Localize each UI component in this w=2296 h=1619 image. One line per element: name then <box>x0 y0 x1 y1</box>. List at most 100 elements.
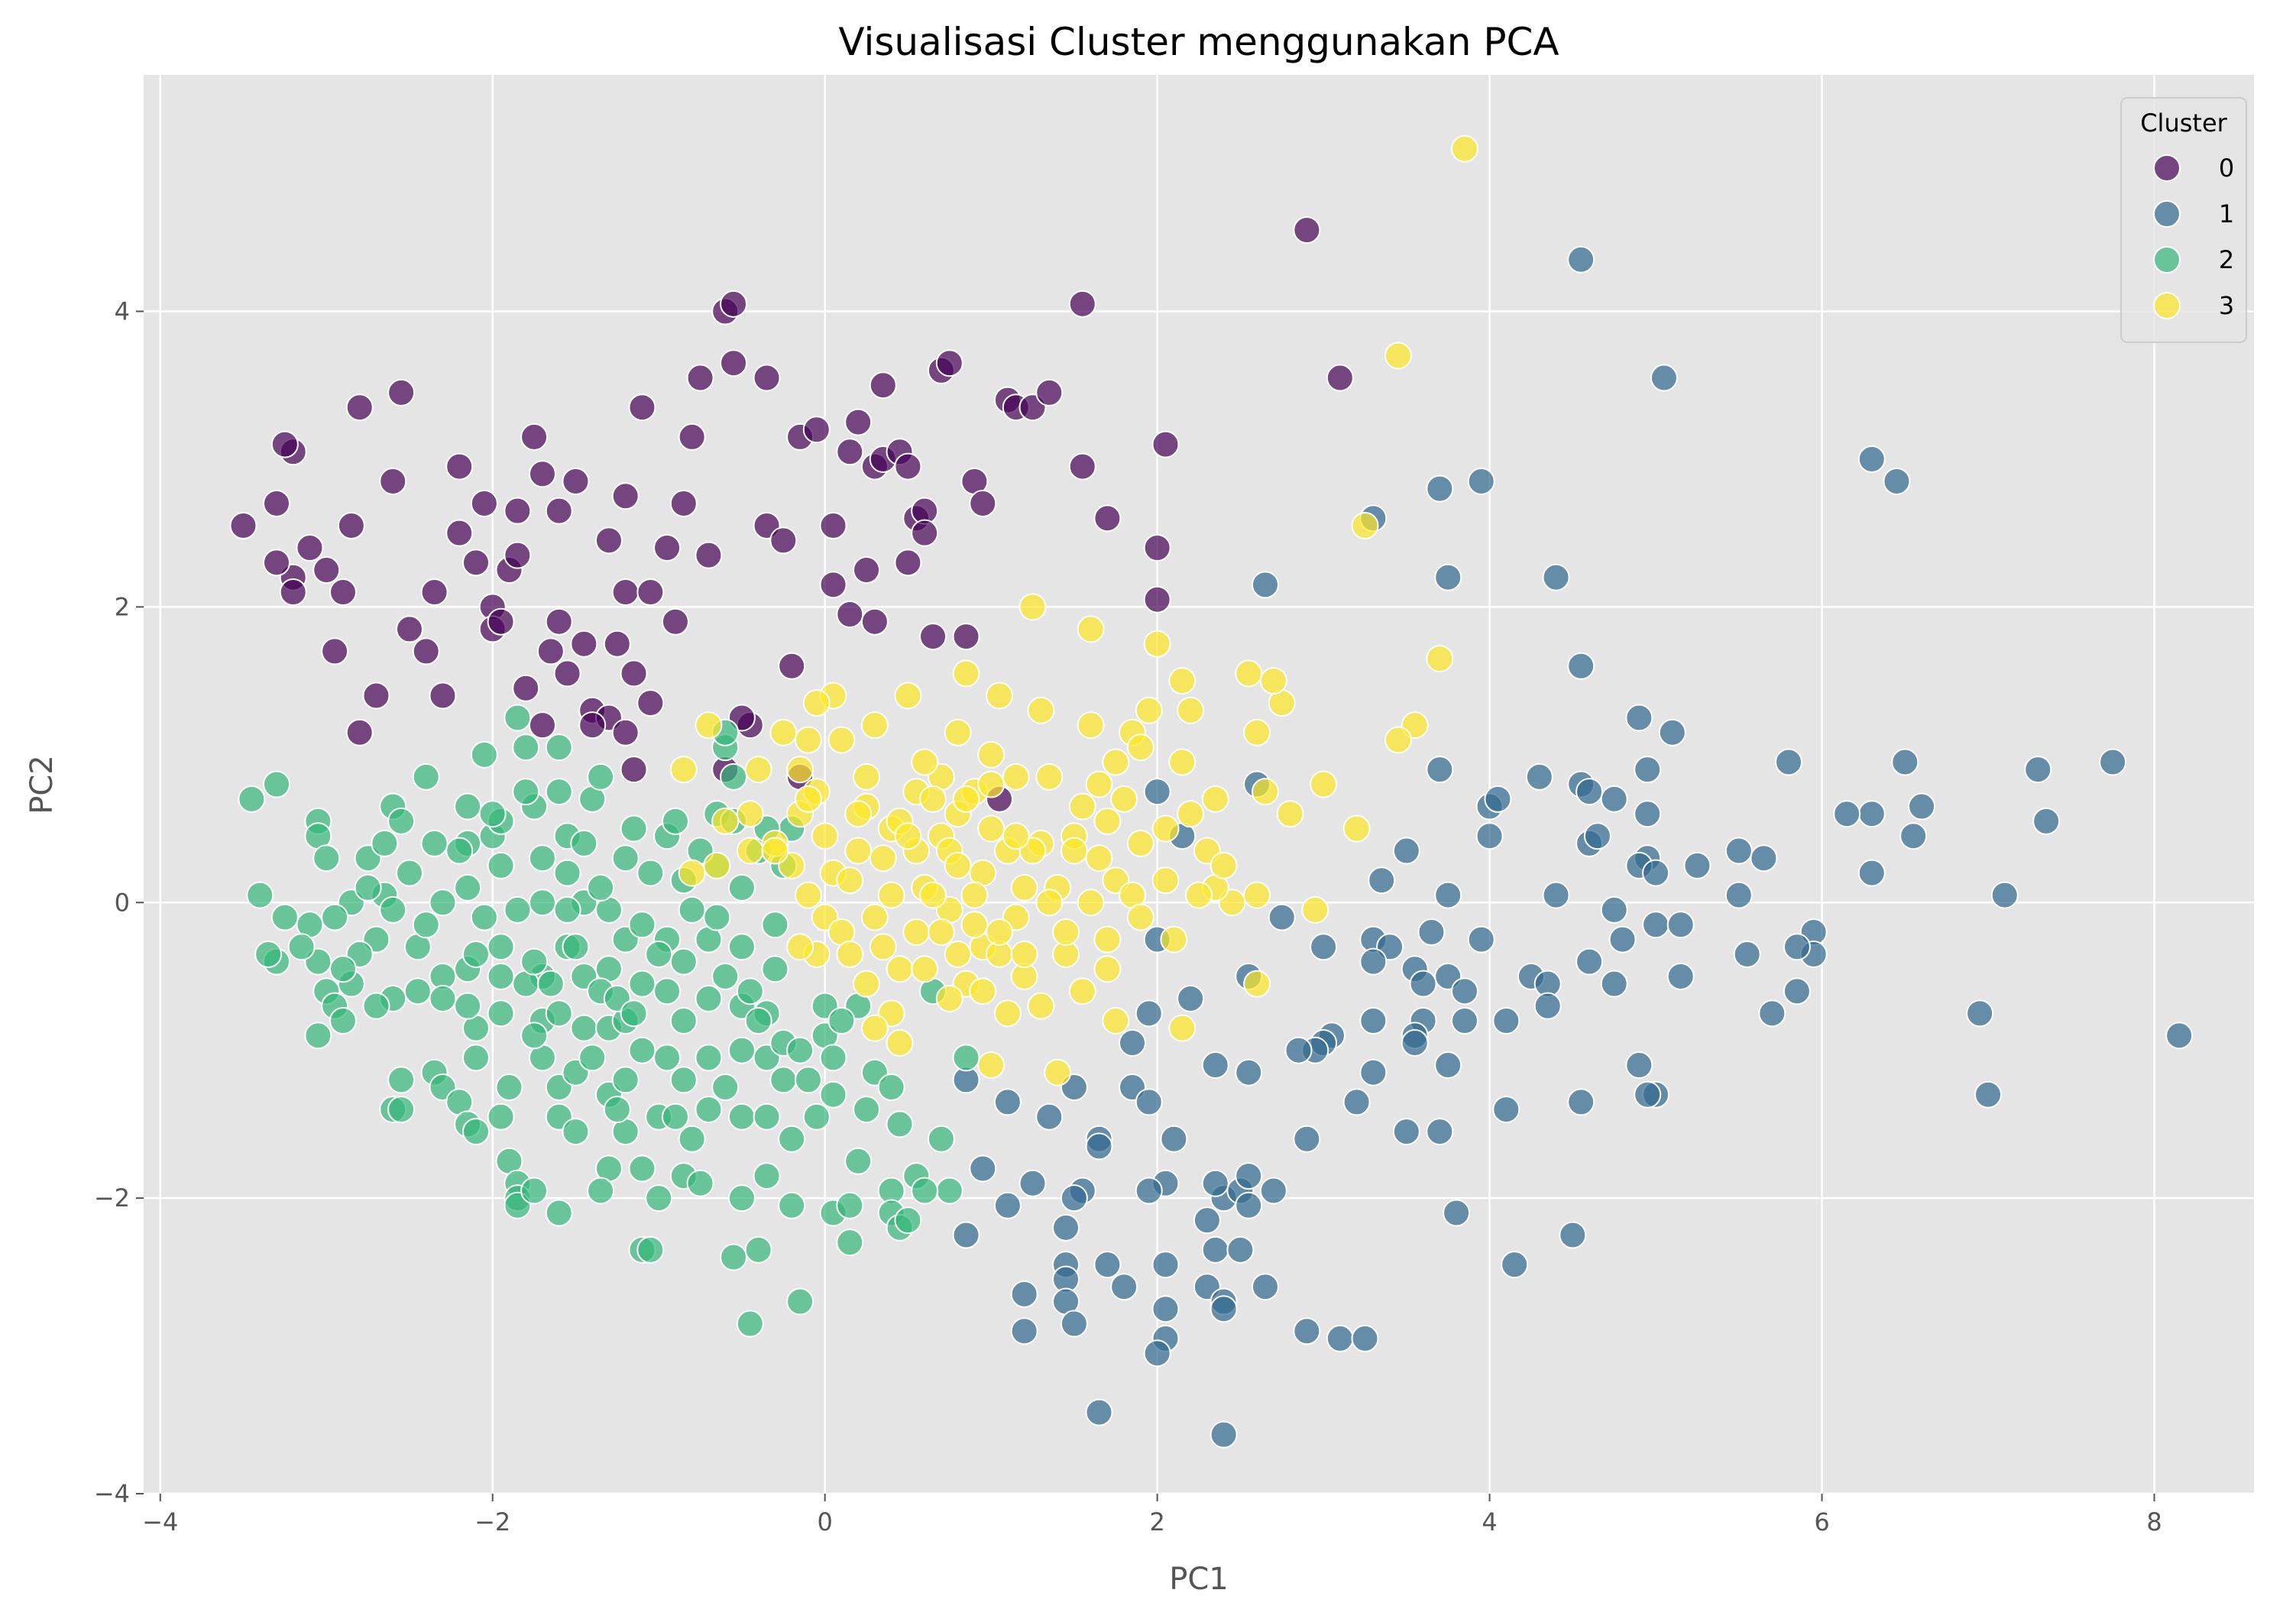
legend-marker-3 <box>2153 292 2181 319</box>
point-cluster-1-39 <box>1750 844 1778 873</box>
point-cluster-0-12 <box>345 393 374 422</box>
point-cluster-0-60 <box>802 416 831 444</box>
point-cluster-3-69 <box>1085 844 1113 873</box>
legend-label-2: 2 <box>2219 245 2234 274</box>
point-cluster-3-101 <box>1035 889 1064 917</box>
point-cluster-3-123 <box>844 837 873 865</box>
point-cluster-3-5 <box>1384 726 1412 754</box>
point-cluster-3-17 <box>1135 696 1163 724</box>
point-cluster-1-63 <box>1533 992 1562 1020</box>
point-cluster-3-26 <box>944 718 972 746</box>
point-cluster-2-12 <box>304 1022 332 1050</box>
point-cluster-1-77 <box>1625 1051 1653 1080</box>
point-cluster-3-82 <box>993 999 1022 1028</box>
point-cluster-0-38 <box>611 718 640 746</box>
point-cluster-3-64 <box>1010 873 1038 902</box>
point-cluster-0-46 <box>636 578 665 607</box>
point-cluster-2-189 <box>562 933 590 961</box>
point-cluster-0-45 <box>628 393 656 422</box>
point-cluster-3-41 <box>678 859 706 887</box>
point-cluster-1-124 <box>1151 1251 1180 1279</box>
point-cluster-2-181 <box>445 837 474 865</box>
point-cluster-1-66 <box>1666 962 1695 990</box>
point-cluster-1-60 <box>1450 977 1478 1005</box>
point-cluster-0-16 <box>362 682 390 710</box>
point-cluster-3-124 <box>836 866 864 895</box>
point-cluster-2-62 <box>512 778 540 806</box>
point-cluster-3-105 <box>1126 903 1154 931</box>
point-cluster-3-3 <box>1426 645 1454 673</box>
point-cluster-2-176 <box>354 873 382 902</box>
point-cluster-1-40 <box>1857 859 1886 887</box>
point-cluster-2-122 <box>720 763 748 791</box>
legend: Cluster 0 1 2 3 <box>2120 97 2247 343</box>
point-cluster-0-7 <box>262 549 290 577</box>
point-cluster-1-73 <box>1966 999 1994 1028</box>
point-cluster-2-162 <box>927 1125 955 1153</box>
point-cluster-0-76 <box>935 349 963 377</box>
point-cluster-2-26 <box>387 1096 416 1124</box>
point-cluster-1-149 <box>1559 1221 1587 1249</box>
point-cluster-3-2 <box>1351 511 1379 539</box>
x-axis-label: PC1 <box>1169 1562 1229 1597</box>
point-cluster-1-136 <box>1193 1206 1221 1235</box>
point-cluster-1-98 <box>1135 999 1163 1028</box>
point-cluster-1-154 <box>1010 1317 1038 1345</box>
point-cluster-2-160 <box>894 1206 922 1235</box>
point-cluster-1-145 <box>1443 1199 1471 1227</box>
point-cluster-2-148 <box>819 1080 847 1109</box>
point-cluster-2-47 <box>487 933 515 961</box>
point-cluster-1-139 <box>1251 1273 1279 1301</box>
point-cluster-1-112 <box>1060 1184 1088 1213</box>
point-cluster-0-30 <box>528 460 556 488</box>
point-cluster-1-71 <box>1783 977 1811 1005</box>
x-tick-label-6: 8 <box>2146 1507 2162 1536</box>
point-cluster-2-66 <box>545 778 573 806</box>
point-cluster-2-144 <box>794 1066 822 1094</box>
point-cluster-2-180 <box>395 859 423 887</box>
point-cluster-2-177 <box>321 903 349 931</box>
point-cluster-2-32 <box>429 984 457 1012</box>
point-cluster-1-80 <box>1492 1007 1520 1035</box>
point-cluster-1-70 <box>1783 933 1811 961</box>
point-cluster-3-37 <box>769 718 798 746</box>
point-cluster-0-13 <box>379 467 407 495</box>
point-cluster-1-26 <box>1857 800 1886 828</box>
point-cluster-2-214 <box>603 1096 631 1124</box>
point-cluster-1-151 <box>1085 1398 1113 1426</box>
point-cluster-3-145 <box>786 933 814 961</box>
point-cluster-0-51 <box>686 364 714 392</box>
point-cluster-1-107 <box>1085 1132 1113 1161</box>
point-cluster-1-59 <box>1409 970 1437 998</box>
point-cluster-1-4 <box>1467 467 1495 495</box>
point-cluster-2-50 <box>487 1103 515 1131</box>
point-cluster-0-63 <box>836 601 864 629</box>
legend-label-3: 3 <box>2219 291 2234 320</box>
point-cluster-3-143 <box>1201 785 1229 813</box>
point-cluster-1-88 <box>1342 1088 1371 1116</box>
x-tick-label-0: −4 <box>142 1507 178 1536</box>
point-cluster-0-54 <box>720 290 748 318</box>
point-cluster-0-55 <box>720 349 748 377</box>
point-cluster-3-134 <box>1002 763 1030 791</box>
point-cluster-2-65 <box>545 733 573 762</box>
point-cluster-2-213 <box>661 1103 689 1131</box>
point-cluster-3-96 <box>1044 1058 1072 1086</box>
point-cluster-2-129 <box>727 1184 756 1213</box>
point-cluster-0-32 <box>562 467 590 495</box>
point-cluster-3-140 <box>1060 837 1088 865</box>
point-cluster-3-128 <box>911 748 939 776</box>
point-cluster-1-141 <box>1293 1125 1321 1153</box>
point-cluster-2-38 <box>461 1044 490 1072</box>
point-cluster-1-87 <box>1359 1058 1388 1086</box>
point-cluster-2-74 <box>562 1118 590 1146</box>
point-cluster-3-121 <box>911 955 939 983</box>
point-cluster-2-48 <box>487 999 515 1028</box>
point-cluster-0-89 <box>1293 216 1321 244</box>
point-cluster-1-155 <box>1143 778 1171 806</box>
point-cluster-0-83 <box>1068 290 1096 318</box>
point-cluster-0-82 <box>1035 378 1064 406</box>
point-cluster-1-150 <box>1492 1096 1520 1124</box>
point-cluster-3-39 <box>736 837 764 865</box>
